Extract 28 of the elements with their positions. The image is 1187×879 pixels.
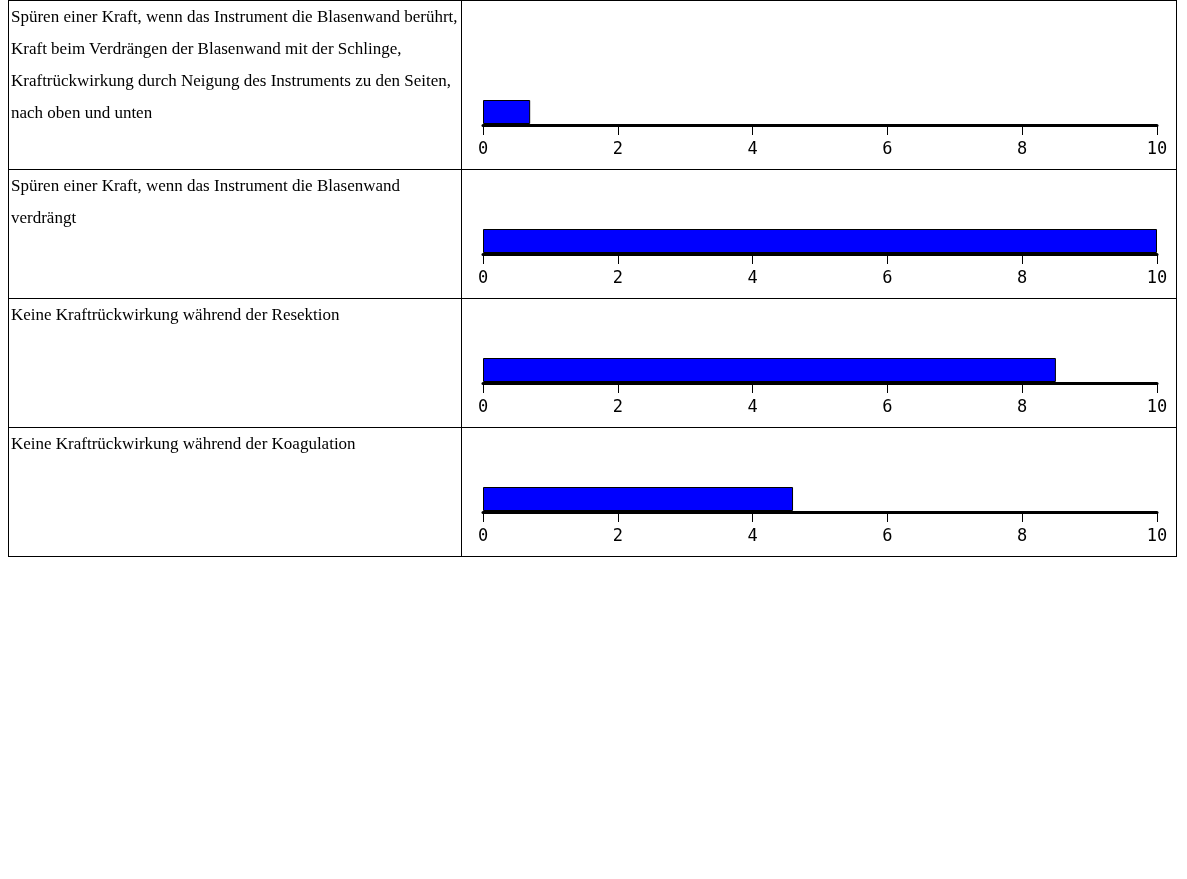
y-tick-label: Spüren einer Kraft, wenn das Instrument die Blasenwand verdrängt bbox=[8, 169, 462, 299]
x-tick-label: 6 bbox=[882, 524, 893, 545]
x-tick-label: 4 bbox=[747, 395, 758, 416]
x-tick-label: 10 bbox=[1146, 137, 1168, 158]
y-tick-label: Spüren einer Kraft, wenn das Instrument die Blasenwand berührt, Kraft beim Verdrängen der Blasenwand mit der Schlinge, Kraftrückwirkung durch Neigung des Instruments zu den Seiten, nach oben und unten bbox=[8, 0, 462, 170]
x-tick-label: 8 bbox=[1017, 524, 1028, 545]
x-tick-label: 8 bbox=[1017, 395, 1028, 416]
x-tick-label: 0 bbox=[477, 395, 489, 416]
x-tick-label: 6 bbox=[882, 266, 893, 287]
x-tick-label: 10 bbox=[1146, 395, 1168, 416]
y-tick-label: Keine Kraftrückwirkung während der Resektion bbox=[8, 298, 462, 428]
x-tick-label: 2 bbox=[612, 395, 623, 416]
x-tick-label: 6 bbox=[882, 395, 893, 416]
x-tick-label: 0 bbox=[477, 266, 489, 287]
x-tick-label: 0 bbox=[477, 524, 489, 545]
x-tick-label: 10 bbox=[1146, 266, 1168, 287]
x-tick-label: 10 bbox=[1146, 524, 1168, 545]
x-tick-label: 0 bbox=[477, 137, 489, 158]
y-tick-label: Keine Kraftrückwirkung während der Koagulation bbox=[8, 427, 462, 557]
x-tick-label: 2 bbox=[612, 137, 623, 158]
x-tick-label: 6 bbox=[882, 137, 893, 158]
x-tick-label: 2 bbox=[612, 266, 623, 287]
x-tick-label: 4 bbox=[747, 524, 758, 545]
x-tick-label: 4 bbox=[747, 137, 758, 158]
x-tick-label: 4 bbox=[747, 266, 758, 287]
x-tick-label: 2 bbox=[612, 524, 623, 545]
x-tick-label: 8 bbox=[1017, 137, 1028, 158]
x-tick-label: 8 bbox=[1017, 266, 1028, 287]
